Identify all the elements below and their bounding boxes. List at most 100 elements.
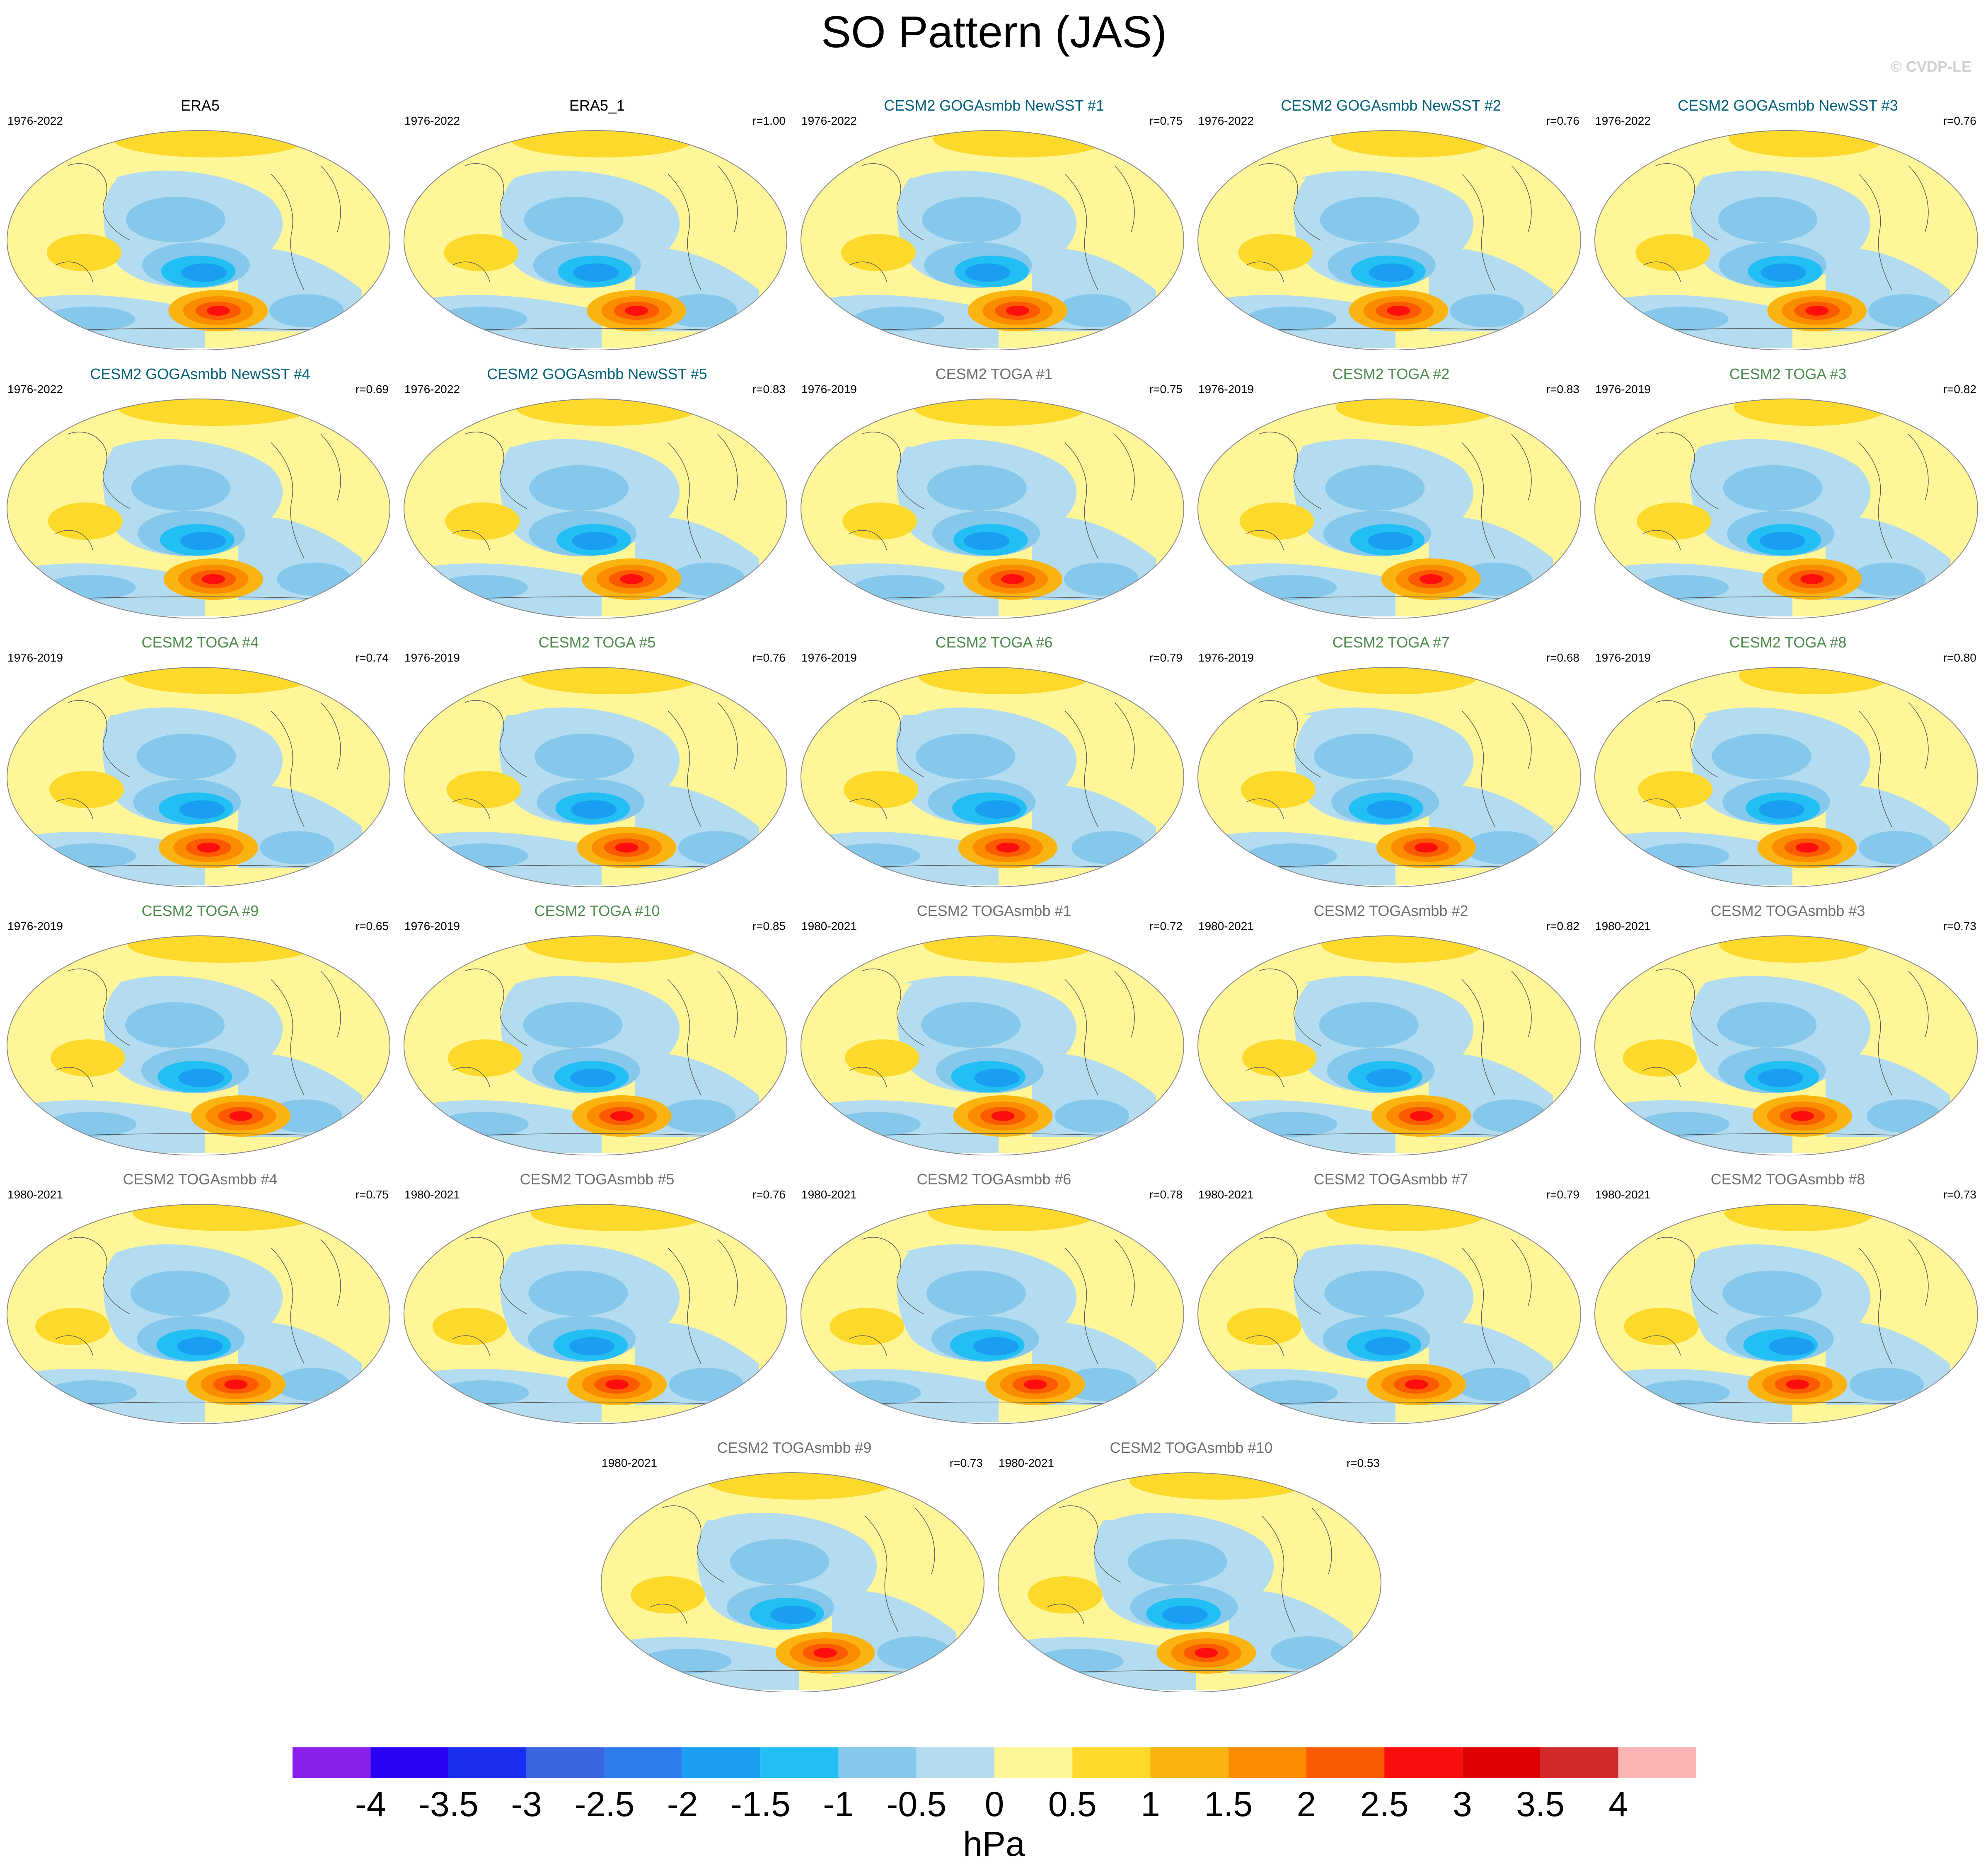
map-plot — [801, 399, 1184, 618]
colorbar-box — [1384, 1747, 1463, 1778]
colorbar-box — [1462, 1747, 1541, 1778]
colorbar-box — [838, 1747, 917, 1778]
map-plot — [404, 667, 787, 887]
pressure-field — [1198, 667, 1581, 885]
map-panel: CESM2 TOGAsmbb #2 1980-2021 r=0.82 — [1192, 900, 1589, 1157]
colorbar-tick-label: -2 — [667, 1785, 698, 1824]
map-plot — [7, 399, 390, 618]
map-panel: CESM2 TOGA #6 1976-2019 r=0.79 — [796, 631, 1192, 888]
map-plot — [404, 1204, 787, 1424]
panel-years: 1976-2019 — [7, 651, 63, 664]
map-plot — [1594, 935, 1978, 1155]
map-panel: CESM2 TOGAsmbb #6 1980-2021 r=0.78 — [796, 1168, 1192, 1425]
colorbar-box — [604, 1747, 683, 1778]
colorbar-tick-label: 1.5 — [1204, 1785, 1253, 1824]
pressure-field — [801, 399, 1184, 616]
map-plot — [7, 667, 390, 887]
colorbar-box — [994, 1747, 1073, 1778]
colorbar-box — [760, 1747, 839, 1778]
pressure-field — [801, 936, 1184, 1153]
map-panel: CESM2 TOGA #7 1976-2019 r=0.68 — [1192, 631, 1589, 888]
map-plot — [1197, 1204, 1581, 1424]
panel-correlation: r=0.76 — [752, 1188, 786, 1201]
colorbar-box — [1072, 1747, 1151, 1778]
map-panel: CESM2 GOGAsmbb NewSST #2 1976-2022 r=0.76 — [1192, 94, 1589, 351]
map-plot — [1197, 667, 1581, 887]
panel-correlation: r=0.82 — [1943, 383, 1976, 396]
panel-title: CESM2 TOGA #5 — [538, 634, 656, 651]
colorbar-box — [916, 1747, 994, 1778]
colorbar-tick-label: -1 — [823, 1785, 854, 1824]
panel-years: 1980-2021 — [999, 1457, 1054, 1469]
panel-correlation: r=0.85 — [752, 920, 786, 932]
panel-title: ERA5_1 — [569, 97, 625, 114]
panel-correlation: r=0.68 — [1546, 651, 1579, 664]
colorbar-box — [1618, 1747, 1696, 1778]
colorbar-boxes — [293, 1747, 1696, 1778]
colorbar-box — [682, 1747, 761, 1778]
map-plot — [801, 935, 1184, 1155]
panel-years: 1980-2021 — [7, 1188, 63, 1201]
colorbar-tick-label: -2.5 — [575, 1785, 635, 1824]
map-panel: CESM2 TOGA #5 1976-2019 r=0.76 — [399, 631, 796, 888]
panel-title: CESM2 GOGAsmbb NewSST #2 — [1281, 97, 1501, 114]
map-plot — [7, 935, 390, 1155]
map-plot — [1594, 667, 1978, 887]
panel-correlation: r=0.75 — [1149, 383, 1183, 396]
colorbar-tick-label: 0 — [985, 1785, 1004, 1824]
panel-title: CESM2 TOGAsmbb #6 — [917, 1171, 1071, 1188]
colorbar-tick-label: 2.5 — [1360, 1785, 1409, 1824]
pressure-field — [1595, 667, 1978, 885]
panel-correlation: r=0.75 — [355, 1188, 389, 1201]
panel-years: 1976-2022 — [801, 114, 857, 127]
pressure-field — [1595, 399, 1978, 616]
panel-years: 1976-2019 — [404, 651, 460, 664]
map-plot — [1594, 399, 1978, 618]
panel-correlation: r=0.82 — [1546, 920, 1579, 932]
map-panel: CESM2 TOGAsmbb #1 1980-2021 r=0.72 — [796, 900, 1192, 1157]
panel-title: CESM2 TOGAsmbb #5 — [520, 1171, 675, 1188]
panel-correlation: r=0.79 — [1546, 1188, 1579, 1201]
map-plot — [1594, 130, 1978, 350]
colorbar-tick-label: 2 — [1297, 1785, 1316, 1824]
panel-correlation: r=0.72 — [1149, 920, 1183, 932]
panel-title: CESM2 GOGAsmbb NewSST #1 — [884, 97, 1104, 114]
panel-title: CESM2 TOGA #2 — [1332, 365, 1450, 382]
pressure-field — [1198, 130, 1581, 348]
map-plot — [801, 130, 1184, 350]
pressure-field — [7, 667, 390, 885]
map-plot — [801, 1204, 1184, 1424]
map-panel: CESM2 TOGA #10 1976-2019 r=0.85 — [399, 900, 796, 1157]
colorbar-tick-label: 4 — [1608, 1785, 1628, 1824]
panel-correlation: r=0.74 — [355, 651, 389, 664]
map-panel: CESM2 GOGAsmbb NewSST #5 1976-2022 r=0.83 — [399, 363, 796, 620]
panel-years: 1980-2021 — [801, 1188, 857, 1201]
panel-title: CESM2 GOGAsmbb NewSST #5 — [487, 365, 707, 382]
map-plot — [404, 130, 787, 350]
colorbar-box — [1540, 1747, 1618, 1778]
panel-title: CESM2 TOGA #8 — [1729, 634, 1847, 651]
colorbar-tick-labels: -4 -3.5 -3 -2.5 -2 -1.5 -1 -0.5 0 0.5 1 1.5 2 2.5 3 3.5… — [355, 1785, 1628, 1824]
colorbar-box — [1150, 1747, 1229, 1778]
colorbar-tick-label: -1.5 — [730, 1785, 791, 1824]
pressure-field — [801, 130, 1184, 348]
pressure-field — [801, 667, 1184, 885]
panel-years: 1976-2019 — [1595, 383, 1651, 396]
panel-title: CESM2 GOGAsmbb NewSST #3 — [1678, 97, 1898, 114]
colorbar-tick-label: -3 — [511, 1785, 542, 1824]
map-panel: CESM2 TOGA #4 1976-2019 r=0.74 — [2, 631, 399, 888]
panel-years: 1976-2022 — [1595, 114, 1651, 127]
colorbar-box — [1228, 1747, 1306, 1778]
map-plot — [404, 935, 787, 1155]
panel-correlation: r=0.78 — [1149, 1188, 1183, 1201]
pressure-field — [601, 1473, 984, 1690]
panel-years: 1980-2021 — [1595, 1188, 1651, 1201]
panel-correlation: r=0.69 — [355, 383, 389, 396]
map-plot — [801, 667, 1184, 887]
panel-title: CESM2 TOGAsmbb #8 — [1710, 1171, 1865, 1188]
panel-years: 1976-2022 — [404, 383, 460, 396]
panel-title: CESM2 TOGA #3 — [1729, 365, 1847, 382]
panel-correlation: r=1.00 — [752, 114, 786, 127]
map-plot — [1197, 130, 1581, 350]
panel-title: CESM2 TOGAsmbb #4 — [123, 1171, 278, 1188]
